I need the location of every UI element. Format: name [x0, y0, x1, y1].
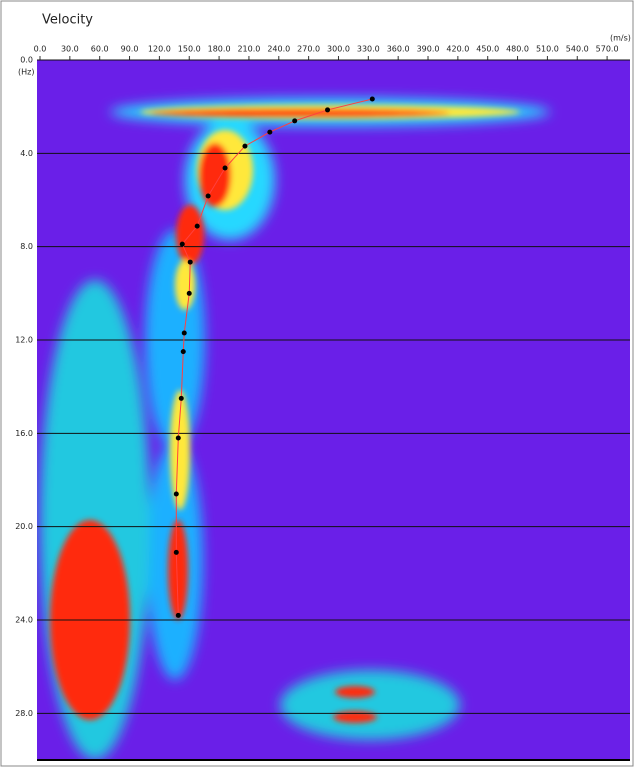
- x-tick-label: 510.0: [536, 45, 559, 54]
- y-tick-label: 4.0: [20, 149, 33, 158]
- x-tick-label: 570.0: [596, 45, 619, 54]
- pick-point: [267, 129, 273, 135]
- heat-blob: [335, 686, 375, 698]
- pick-point: [173, 549, 179, 555]
- y-unit: (Hz): [18, 68, 34, 77]
- pick-point: [292, 118, 298, 124]
- pick-point: [175, 612, 181, 618]
- x-tick-label: 300.0: [327, 45, 350, 54]
- x-tick-label: 180.0: [208, 45, 231, 54]
- plot-layer: 0.0 30.0 60.0 90.0 120.0 150.0 180.0 210.0 240.0…: [15, 45, 630, 718]
- x-tick-label: 450.0: [476, 45, 499, 54]
- pick-point: [222, 165, 228, 171]
- pick-point: [187, 259, 193, 265]
- y-tick-label: 20.0: [15, 522, 33, 531]
- pick-line: [175, 98, 373, 616]
- heat-blob: [168, 520, 188, 620]
- heat-blob: [280, 670, 460, 740]
- heat-blob: [150, 109, 450, 117]
- x-tick-label: 390.0: [417, 45, 440, 54]
- x-tick-label: 420.0: [446, 45, 469, 54]
- x-unit: (m/s): [610, 34, 631, 43]
- x-tick-label: 120.0: [148, 45, 171, 54]
- x-tick-label: 210.0: [237, 45, 260, 54]
- pick-point: [194, 223, 200, 229]
- pick-point: [242, 143, 248, 149]
- heat-blob: [170, 390, 190, 510]
- x-tick-label: 540.0: [566, 45, 589, 54]
- x-tick-label: 480.0: [506, 45, 529, 54]
- pick-point: [180, 349, 186, 355]
- pick-point: [173, 491, 179, 497]
- pick-point: [181, 330, 187, 336]
- y-tick-label: 24.0: [15, 616, 33, 625]
- pick-point: [369, 96, 375, 102]
- y-tick-label: 16.0: [15, 429, 33, 438]
- pick-point: [178, 395, 184, 401]
- chart-title: Velocity: [42, 13, 93, 28]
- x-tick-label: 240.0: [267, 45, 290, 54]
- pick-point: [175, 435, 181, 441]
- y-tick-label: 0.0: [20, 56, 33, 65]
- y-tick-label: 8.0: [20, 242, 33, 251]
- x-tick-label: 90.0: [121, 45, 139, 54]
- pick-point: [186, 290, 192, 296]
- x-tick-label: 330.0: [357, 45, 380, 54]
- y-tick-label: 28.0: [15, 709, 33, 718]
- x-tick-label: 150.0: [178, 45, 201, 54]
- x-tick-label: 60.0: [91, 45, 109, 54]
- y-tick-label: 12.0: [15, 336, 33, 345]
- pick-point: [325, 107, 331, 113]
- heat-blob: [199, 143, 231, 207]
- pick-point: [179, 241, 185, 247]
- pick-point: [205, 193, 211, 199]
- x-tick-label: 30.0: [61, 45, 79, 54]
- heat-blob: [175, 260, 195, 310]
- x-tick-label: 270.0: [297, 45, 320, 54]
- x-tick-label: 0.0: [34, 45, 47, 54]
- x-tick-label: 360.0: [387, 45, 410, 54]
- heat-blob: [333, 711, 377, 723]
